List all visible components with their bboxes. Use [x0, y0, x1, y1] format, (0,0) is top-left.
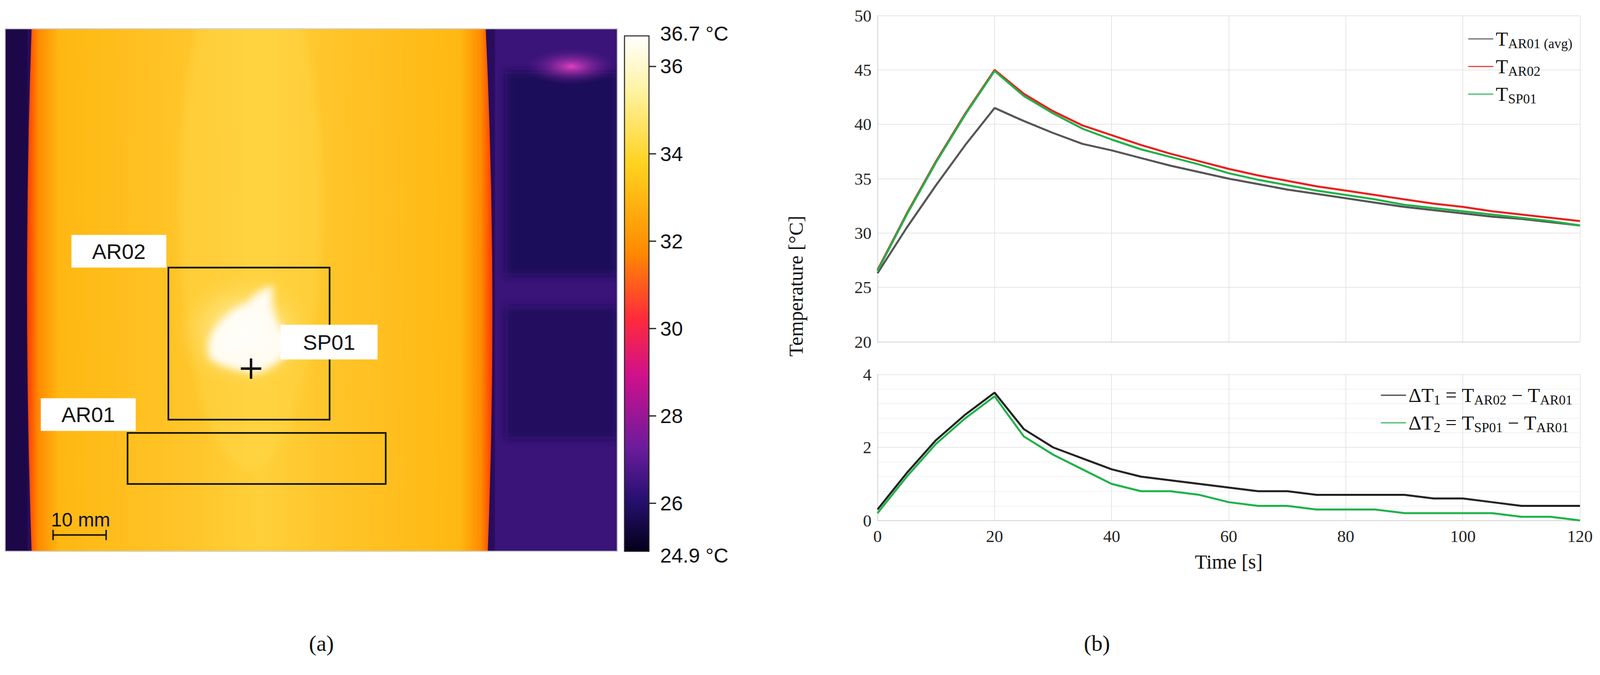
svg-text:35: 35 — [854, 169, 872, 189]
svg-text:26: 26 — [660, 491, 683, 515]
svg-text:2: 2 — [862, 438, 872, 457]
svg-text:25: 25 — [854, 277, 872, 297]
svg-text:T: T — [1495, 55, 1508, 78]
svg-text:(a): (a) — [309, 630, 335, 656]
svg-text:28: 28 — [660, 404, 683, 428]
svg-text:T: T — [1524, 411, 1537, 434]
svg-text:−: − — [1502, 411, 1525, 434]
svg-text:T: T — [1421, 383, 1434, 407]
svg-text:40: 40 — [854, 114, 872, 134]
svg-text:AR02: AR02 — [92, 239, 147, 264]
svg-text:=: = — [1440, 411, 1463, 434]
svg-text:T: T — [1462, 411, 1475, 434]
svg-text:20: 20 — [854, 332, 872, 352]
svg-text:30: 30 — [660, 317, 683, 341]
svg-text:80: 80 — [1337, 526, 1355, 546]
svg-text:T: T — [1462, 383, 1475, 407]
svg-text:AR01 (avg): AR01 (avg) — [1508, 36, 1573, 52]
svg-text:AR01: AR01 — [1536, 419, 1569, 435]
svg-text:Time [s]: Time [s] — [1194, 550, 1263, 573]
svg-text:SP01: SP01 — [1508, 91, 1537, 107]
svg-text:34: 34 — [660, 142, 683, 166]
svg-text:SP01: SP01 — [1474, 419, 1503, 435]
svg-text:T: T — [1527, 383, 1540, 407]
svg-text:100: 100 — [1449, 526, 1476, 546]
svg-text:2: 2 — [1433, 419, 1441, 435]
svg-text:40: 40 — [1103, 526, 1121, 546]
svg-text:(b): (b) — [1083, 630, 1110, 656]
svg-text:45: 45 — [854, 60, 872, 80]
svg-text:36: 36 — [660, 54, 683, 78]
svg-text:=: = — [1440, 383, 1463, 407]
svg-text:AR02: AR02 — [1508, 63, 1541, 79]
svg-text:10 mm: 10 mm — [51, 508, 111, 531]
svg-text:32: 32 — [660, 229, 683, 253]
svg-text:50: 50 — [854, 6, 872, 26]
svg-text:24.9 °C: 24.9 °C — [660, 543, 729, 567]
svg-text:Temperature [°C]: Temperature [°C] — [784, 215, 808, 357]
svg-text:0: 0 — [873, 526, 883, 546]
svg-text:Δ: Δ — [1408, 411, 1422, 434]
svg-text:T: T — [1495, 27, 1508, 51]
svg-text:60: 60 — [1220, 526, 1238, 546]
svg-text:20: 20 — [985, 526, 1003, 546]
svg-text:36.7 °C: 36.7 °C — [660, 22, 729, 46]
svg-text:0: 0 — [862, 511, 872, 530]
svg-text:4: 4 — [862, 365, 872, 384]
svg-text:AR01: AR01 — [61, 402, 116, 427]
svg-text:AR02: AR02 — [1474, 392, 1507, 408]
svg-text:T: T — [1495, 82, 1508, 106]
svg-text:T: T — [1421, 411, 1434, 434]
svg-text:30: 30 — [854, 223, 872, 243]
svg-text:−: − — [1506, 383, 1529, 407]
svg-text:AR01: AR01 — [1539, 392, 1573, 408]
svg-text:120: 120 — [1567, 526, 1593, 546]
svg-text:1: 1 — [1433, 392, 1441, 408]
svg-text:Δ: Δ — [1408, 383, 1422, 407]
svg-text:SP01: SP01 — [303, 330, 356, 355]
